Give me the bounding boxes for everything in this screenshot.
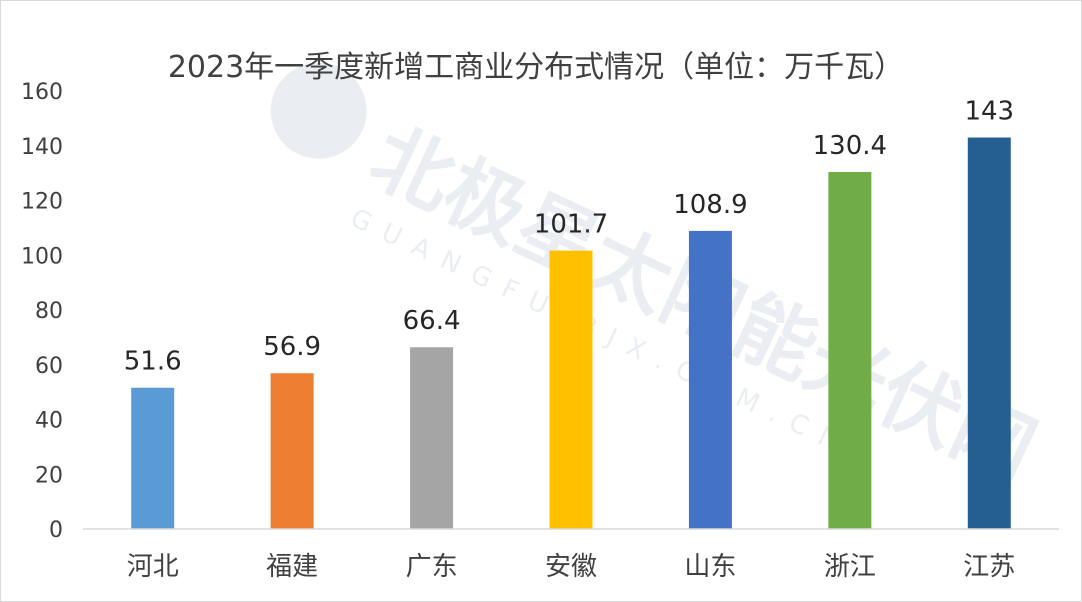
data-label: 56.9: [263, 332, 321, 362]
x-tick-label: 河北: [127, 552, 179, 582]
watermark-logo-icon: [270, 62, 367, 159]
bar: [688, 230, 732, 530]
y-tick-label: 0: [49, 518, 63, 543]
x-axis-labels: 河北 福建 广东 安徽 山东 浙江 江苏: [127, 552, 1016, 582]
bar: [828, 172, 872, 529]
watermark: 北极星太阳能光伏网 GUANGFU.BJX.COM.CN: [270, 62, 1049, 498]
y-tick-label: 80: [35, 299, 63, 324]
x-tick-label: 山东: [684, 552, 736, 582]
y-tick-label: 160: [21, 80, 63, 105]
y-tick-label: 60: [35, 354, 63, 379]
y-tick-label: 40: [35, 409, 63, 434]
y-tick-label: 20: [35, 463, 63, 488]
x-tick-label: 江苏: [963, 552, 1015, 582]
bar: [131, 387, 175, 529]
bar: [967, 137, 1011, 529]
y-tick-label: 100: [21, 244, 63, 269]
y-tick-label: 120: [21, 190, 63, 215]
x-tick-label: 安徽: [545, 552, 597, 582]
data-label: 51.6: [124, 347, 182, 377]
data-label: 143: [964, 97, 1014, 127]
data-label: 130.4: [813, 131, 887, 161]
y-tick-label: 140: [21, 135, 63, 160]
data-label: 66.4: [403, 306, 461, 336]
bars: [131, 137, 1011, 530]
bar: [410, 347, 454, 529]
y-axis-ticks: 0 20 40 60 80 100 120 140 160: [21, 80, 63, 543]
chart-title: 2023年一季度新增工商业分布式情况（单位：万千瓦）: [168, 50, 904, 85]
bar: [270, 373, 314, 529]
data-label: 108.9: [673, 190, 747, 220]
x-tick-label: 福建: [266, 552, 318, 582]
data-label: 101.7: [534, 210, 608, 240]
bar: [549, 250, 593, 529]
x-tick-label: 浙江: [824, 552, 876, 582]
x-tick-label: 广东: [406, 552, 458, 582]
data-labels: 51.6 56.9 66.4 101.7 108.9 130.4 143: [124, 97, 1014, 377]
